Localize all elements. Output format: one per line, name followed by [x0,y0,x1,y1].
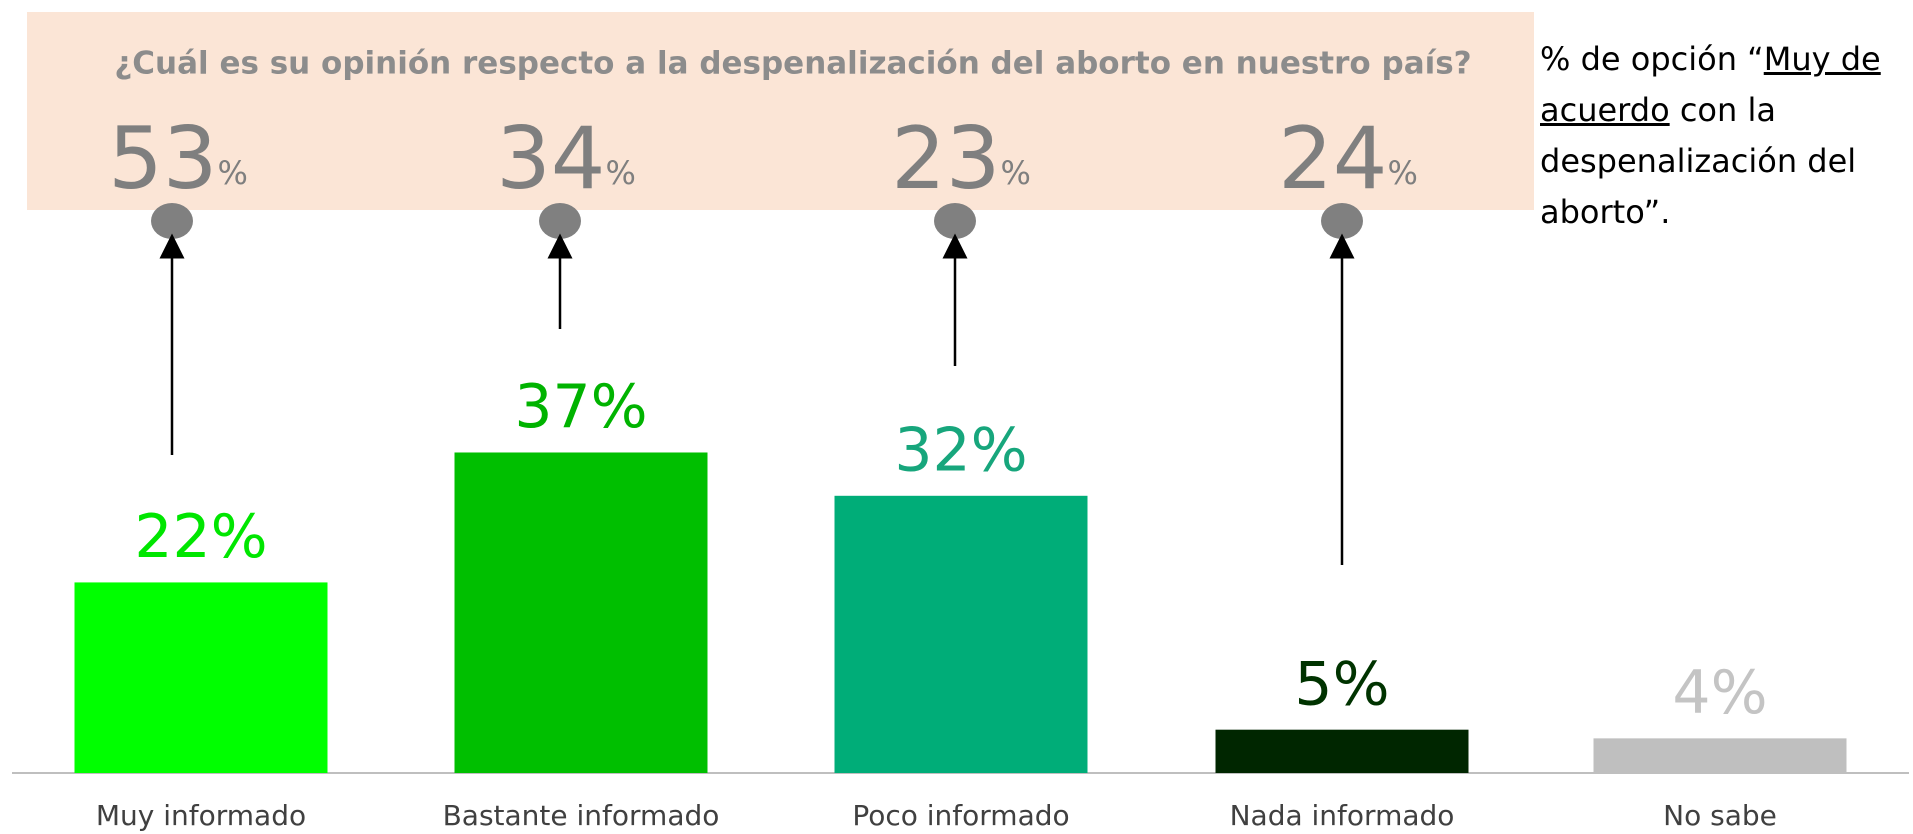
value-label: 37% [514,372,647,442]
annotation-value: 23 [891,109,1000,209]
x-tick-label: Nada informado [1230,799,1455,832]
annotation-value: 24 [1278,109,1387,209]
dot [539,203,581,239]
value-label: 32% [894,415,1027,485]
x-tick-label: Poco informado [852,799,1069,832]
annotation-value: 53 [108,109,217,209]
note-text: % de opción “ [1540,40,1764,78]
annotation-unit: % [1001,154,1031,192]
dot [151,203,193,239]
x-tick-label: Bastante informado [443,799,720,832]
bar [454,452,708,773]
bar [1215,729,1469,773]
bar [1593,738,1847,773]
dot [934,203,976,239]
annotation-value: 34 [496,109,605,209]
x-tick-label: Muy informado [96,799,306,832]
value-label: 5% [1294,649,1389,719]
annotation-unit: % [218,154,248,192]
note-underlined: Muy de acuerdo [1540,40,1881,129]
annotation: 23% [891,109,1031,209]
note: % de opción “Muy de acuerdo con la despe… [1540,34,1900,238]
value-label: 22% [134,502,267,572]
x-tick-label: No sabe [1663,799,1777,832]
annotation: 24% [1278,109,1418,209]
annotation-unit: % [1388,154,1418,192]
note-text: con la despenalización del aborto”. [1540,91,1857,231]
bar [74,582,328,773]
annotation: 53% [108,109,248,209]
chart-title: ¿Cuál es su opinión respecto a la despen… [114,46,1471,82]
value-label: 4% [1672,658,1767,728]
annotation-unit: % [606,154,636,192]
title-band [27,12,1534,210]
dot [1321,203,1363,239]
bar [834,495,1088,773]
annotation: 34% [496,109,636,209]
